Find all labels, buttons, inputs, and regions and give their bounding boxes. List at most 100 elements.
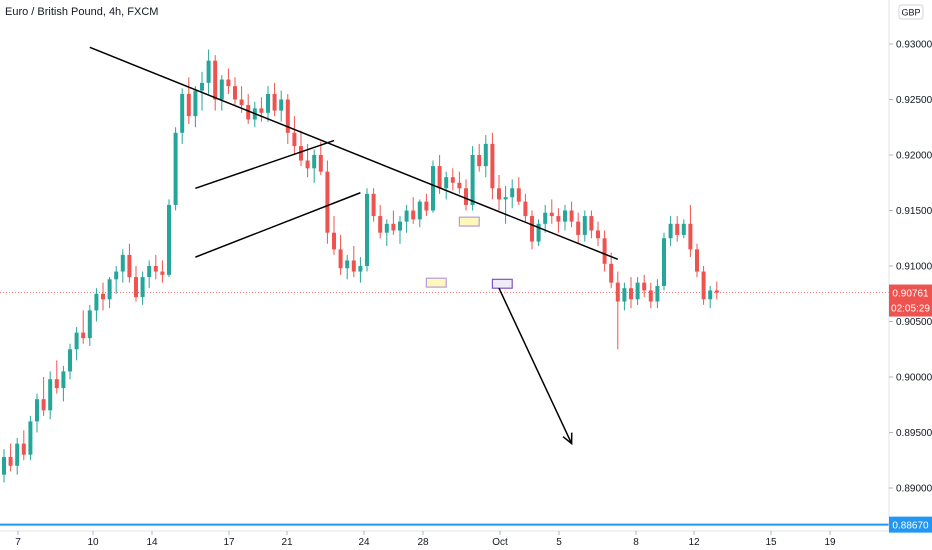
candle (68, 343, 72, 380)
candle (219, 75, 224, 111)
candle (292, 116, 297, 155)
x-tick-label: 28 (417, 537, 429, 548)
candle (332, 216, 336, 255)
candle (345, 254, 350, 280)
candle (351, 246, 356, 278)
candle (417, 199, 422, 228)
channel-line[interactable] (195, 139, 335, 190)
candle (173, 127, 178, 211)
candle (516, 177, 521, 205)
bar-countdown: 02:05:29 (891, 304, 930, 315)
candle (140, 271, 145, 305)
candle (635, 277, 640, 305)
candle (160, 260, 165, 283)
candle (87, 304, 92, 346)
candle (101, 282, 105, 311)
candle (662, 232, 666, 291)
channel-line[interactable] (195, 192, 361, 258)
candle (180, 88, 185, 144)
candle (107, 277, 112, 309)
candle (411, 197, 416, 224)
candle (464, 179, 468, 211)
candle (114, 266, 119, 294)
time-axis[interactable]: 7 10 14 17 21 24 28 Oct 5 8 12 15 19 (15, 531, 836, 548)
price-axis[interactable]: 0.93000 0.92500 0.92000 0.91500 0.91000 0.905… (889, 40, 932, 495)
candle (8, 443, 13, 472)
candle (54, 360, 59, 394)
x-tick-label: 24 (358, 537, 370, 548)
x-tick-label: 14 (146, 537, 158, 548)
candle (206, 49, 211, 94)
candle (233, 77, 237, 106)
candle (391, 210, 396, 235)
candle (285, 93, 290, 144)
candle (358, 257, 363, 283)
candle (246, 93, 251, 124)
candle (530, 210, 534, 250)
candle (596, 221, 600, 247)
candle (94, 288, 99, 322)
candle (2, 449, 6, 483)
candle (167, 199, 171, 278)
candle (708, 285, 713, 309)
candle (576, 212, 581, 244)
x-tick-label: 7 (15, 537, 21, 548)
x-tick-label: 8 (633, 537, 639, 548)
candle (543, 204, 548, 233)
trendline[interactable] (89, 46, 619, 261)
candle (642, 274, 647, 298)
candle (338, 234, 343, 275)
candle (582, 210, 587, 242)
candle (424, 193, 429, 217)
y-tick-label: 0.92000 (896, 151, 932, 162)
candle (490, 132, 495, 200)
candle (609, 252, 614, 289)
candle (48, 371, 53, 420)
candle (629, 277, 633, 309)
candle (536, 219, 541, 247)
x-tick-label: 19 (824, 537, 836, 548)
candle (365, 188, 369, 272)
candle (74, 327, 79, 361)
candle (510, 179, 515, 209)
currency-button[interactable]: GBP (898, 4, 924, 20)
candle (444, 171, 449, 200)
arrow-drawing[interactable] (498, 287, 573, 446)
candle (299, 130, 303, 167)
candle (398, 216, 402, 244)
support-price-tag: 0.88670 (889, 516, 932, 533)
candle (200, 71, 204, 111)
drawings-layer[interactable] (89, 46, 619, 446)
highlight-box[interactable] (491, 278, 513, 289)
y-tick-label: 0.90500 (896, 317, 932, 328)
y-tick-label: 0.91000 (896, 262, 932, 273)
candle (457, 171, 462, 194)
candle (213, 55, 218, 111)
chart-title: Euro / British Pound, 4h, FXCM (5, 6, 158, 18)
x-tick-label: 5 (556, 537, 562, 548)
candle (477, 143, 482, 172)
x-tick-label: 15 (765, 537, 777, 548)
candle (28, 415, 33, 461)
highlight-box[interactable] (425, 277, 447, 288)
candle (371, 188, 376, 222)
candle (503, 186, 508, 224)
candle (549, 199, 554, 224)
candle (622, 282, 627, 311)
candle (134, 266, 138, 302)
candle (655, 279, 660, 309)
candle (483, 135, 488, 178)
candle (81, 310, 86, 344)
candle (266, 86, 270, 122)
current-price-value: 0.90761 (892, 289, 929, 300)
candle (556, 208, 561, 233)
candle (378, 204, 383, 239)
highlight-box[interactable] (458, 216, 480, 227)
candle (41, 377, 46, 416)
candle (668, 216, 673, 247)
candle (602, 230, 607, 272)
candle (384, 219, 389, 247)
candle (318, 141, 323, 175)
